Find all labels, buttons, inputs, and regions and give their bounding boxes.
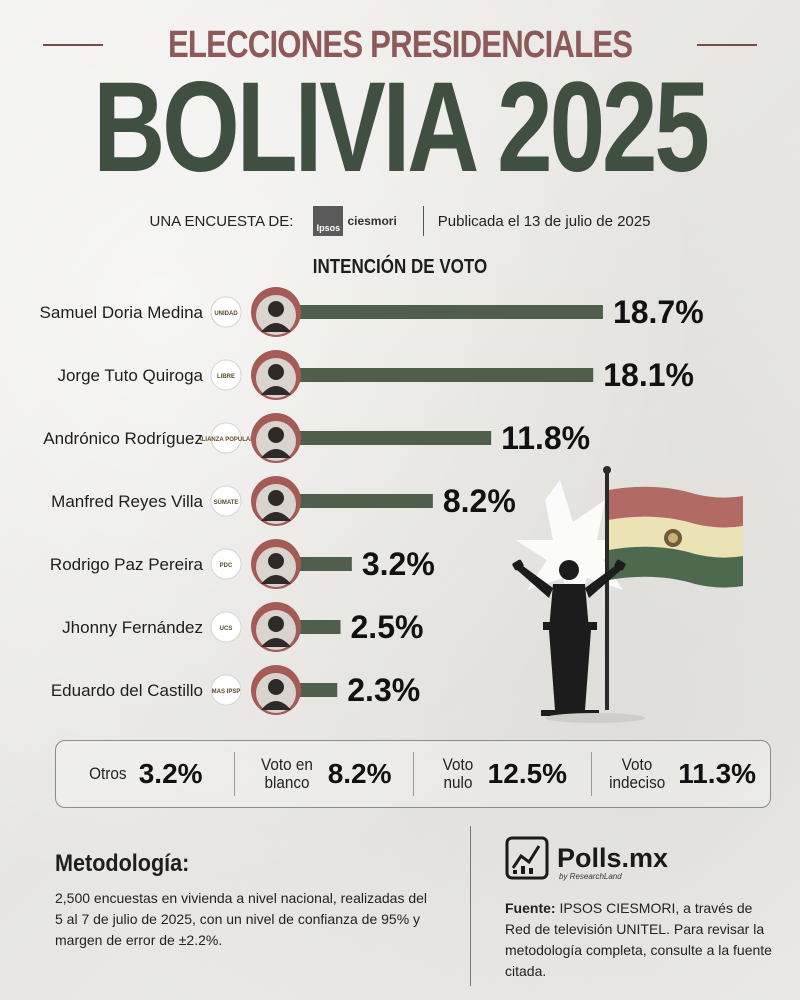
brand-name: Polls.mx xyxy=(557,842,669,873)
summary-item-indeciso: Voto indeciso 11.3% xyxy=(591,752,770,796)
published-date: Publicada el 13 de julio de 2025 xyxy=(437,212,651,230)
summary-value: 3.2% xyxy=(138,758,203,789)
candidate-avatar xyxy=(251,476,301,526)
candidate-avatar xyxy=(251,539,301,589)
polls-chart-icon xyxy=(505,836,549,880)
party-logo: UCS xyxy=(210,611,242,643)
supertitle-rule-right xyxy=(697,44,758,46)
party-logo-text: LIBRE xyxy=(217,374,235,380)
candidate-name: Eduardo del Castillo xyxy=(51,681,203,700)
methodology-body: 2,500 encuestas en vivienda a nivel naci… xyxy=(55,890,428,948)
podium xyxy=(541,622,599,716)
candidate-avatar xyxy=(251,350,301,400)
party-logo-text: ALIANZA POPULAR xyxy=(197,437,255,443)
value-label: 18.1% xyxy=(603,357,694,393)
podium-speaker-illustration xyxy=(505,460,765,730)
value-label: 2.5% xyxy=(351,609,424,645)
page-title: BOLIVIA 2025 xyxy=(93,56,710,199)
party-logo-text: SÚMATE xyxy=(214,499,239,506)
pollster-logo-box: Ipsos xyxy=(313,206,344,236)
value-label: 18.7% xyxy=(613,294,704,330)
chart-title: INTENCIÓN DE VOTO xyxy=(312,256,488,278)
party-logo: UNIDAD xyxy=(210,296,242,328)
vote-intention-chart: Samuel Doria Medina UNIDAD 18.7% Jorge Tuto… xyxy=(40,287,704,715)
party-logo: SÚMATE xyxy=(210,485,242,517)
candidate-name: Rodrigo Paz Pereira xyxy=(50,555,204,574)
source-note: Fuente: IPSOS CIESMORI, a través de Red … xyxy=(505,898,775,982)
value-label: 3.2% xyxy=(362,546,435,582)
chart-row: Manfred Reyes Villa SÚMATE 8.2% xyxy=(51,476,516,526)
burst-shape xyxy=(515,480,635,620)
summary-label: Otros xyxy=(89,764,127,783)
candidate-name: Samuel Doria Medina xyxy=(40,303,204,322)
summary-label: Voto indeciso xyxy=(609,755,666,792)
supertitle-rule-left xyxy=(42,44,103,46)
party-logo: PDC xyxy=(210,548,242,580)
byline: UNA ENCUESTA DE: Ipsos ciesmori Publicad… xyxy=(0,204,800,238)
byline-prefix: UNA ENCUESTA DE: xyxy=(149,212,294,230)
party-logo-text: UNIDAD xyxy=(214,311,238,317)
chart-row: Eduardo del Castillo MAS IPSP 2.3% xyxy=(51,665,420,715)
bar xyxy=(290,431,492,445)
other-results-box: Otros 3.2% Voto en blanco 8.2% Voto nulo… xyxy=(55,740,771,808)
summary-value: 11.3% xyxy=(678,758,757,789)
bar xyxy=(290,557,352,571)
party-logo-text: UCS xyxy=(220,626,233,632)
flag-pole xyxy=(605,470,609,710)
candidate-name: Jhonny Fernández xyxy=(62,618,203,637)
party-logo: MAS IPSP xyxy=(210,674,242,706)
summary-item-otros: Otros 3.2% xyxy=(56,752,234,796)
value-label: 2.3% xyxy=(347,672,420,708)
footer-divider xyxy=(470,826,471,986)
summary-value: 8.2% xyxy=(327,758,392,789)
summary-label: Voto en blanco xyxy=(260,755,313,792)
source-text: IPSOS CIESMORI, a través de Red de telev… xyxy=(505,900,772,979)
pollster-logo-name: ciesmori xyxy=(347,214,397,228)
candidate-name: Andrónico Rodríguez xyxy=(43,429,203,448)
bar xyxy=(290,620,341,634)
value-label: 11.8% xyxy=(501,420,590,456)
party-logo-text: PDC xyxy=(220,563,233,569)
candidate-avatar xyxy=(251,287,301,337)
supertitle: ELECCIONES PRESIDENCIALES xyxy=(167,23,633,66)
chart-row: Samuel Doria Medina UNIDAD 18.7% xyxy=(40,287,704,337)
party-logo: LIBRE xyxy=(210,359,242,391)
chart-row: Jorge Tuto Quiroga LIBRE 18.1% xyxy=(57,350,694,400)
source-label: Fuente: xyxy=(505,900,556,916)
bar xyxy=(290,305,603,319)
brand-sub: by ResearchLand xyxy=(559,872,622,881)
summary-item-blanco: Voto en blanco 8.2% xyxy=(233,752,413,796)
summary-item-nulo: Voto nulo 12.5% xyxy=(412,752,592,796)
supertitle-row: ELECCIONES PRESIDENCIALES xyxy=(0,22,800,68)
pollster-logo: Ipsos ciesmori xyxy=(313,206,397,236)
brand-logo: Polls.mx by ResearchLand xyxy=(505,836,669,881)
summary-value: 12.5% xyxy=(487,758,568,789)
chart-row: Rodrigo Paz Pereira PDC 3.2% xyxy=(50,539,435,589)
party-logo-text: MAS IPSP xyxy=(212,689,241,695)
bar xyxy=(290,683,338,697)
candidate-avatar xyxy=(251,665,301,715)
speaker-silhouette xyxy=(512,559,626,630)
candidate-name: Jorge Tuto Quiroga xyxy=(57,366,203,385)
bar xyxy=(290,368,594,382)
candidate-avatar xyxy=(251,413,301,463)
value-label: 8.2% xyxy=(443,483,516,519)
candidate-avatar xyxy=(251,602,301,652)
candidate-name: Manfred Reyes Villa xyxy=(51,492,203,511)
bar xyxy=(290,494,433,508)
chart-row: Jhonny Fernández UCS 2.5% xyxy=(62,602,423,652)
methodology-title: Metodología: xyxy=(55,850,190,877)
bolivia-flag xyxy=(609,486,743,588)
summary-label: Voto nulo xyxy=(442,755,473,792)
party-logo: ALIANZA POPULAR xyxy=(197,422,255,454)
byline-divider xyxy=(422,206,424,236)
